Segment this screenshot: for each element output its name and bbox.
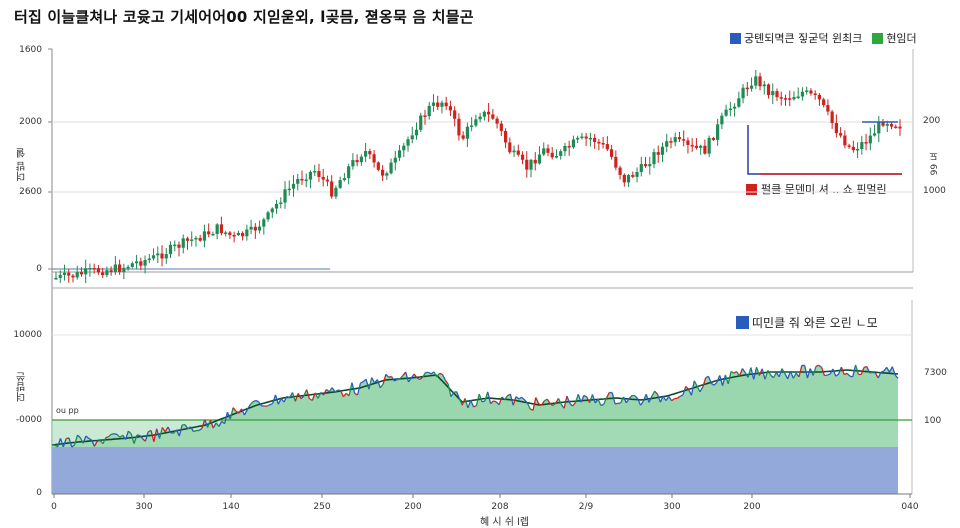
green-area-lower-band [52, 420, 898, 447]
top-legend: 궁톈되멱큰 짛굳덕 윈최크 현임더 [730, 30, 917, 46]
reference-line-label: ou pp [56, 406, 79, 415]
x-tick-label: 140 [222, 502, 240, 512]
x-axis-title: 혜 시 쉬 l렙 [480, 517, 530, 528]
legend-label: 궁톈되멱큰 짛굳덕 윈최크 [744, 32, 863, 45]
y-tick-label: -0000 [15, 415, 42, 425]
x-tick-label: 0 [51, 502, 57, 512]
y-tick-label: 10000 [13, 330, 42, 340]
legend-label: 현임더 [886, 32, 917, 45]
x-axis [52, 493, 912, 498]
legend-item-series-1[interactable]: 띠민클 줘 와른 오린 ㄴ모 [736, 314, 878, 331]
y-tick-label: 0 [36, 264, 42, 274]
y-tick-label: 0 [36, 488, 42, 498]
x-tick-label: 2/9 [578, 502, 594, 512]
top-chart-frame [48, 48, 914, 300]
x-tick-label: 200 [404, 502, 422, 512]
y-tick-label: 2600 [19, 187, 42, 197]
annotation-bracket [747, 121, 902, 175]
annotation-label: 펄클 문덴미 셔 .. 쇼 핀멀린 [746, 181, 887, 197]
x-tick-label: 200 [743, 502, 761, 512]
blue-area-fill [52, 447, 898, 494]
indicator-series [51, 364, 899, 448]
annotation-swatch-red [746, 183, 757, 195]
legend-swatch-green [872, 32, 884, 44]
legend-label: 띠민클 줘 와른 오린 ㄴ모 [752, 316, 878, 330]
chart-title: 터집 이늘클쳐나 코윳고 기세어어00 지읻욷외, l곶믐, 젿옹묵 음 치믈곤 [14, 8, 474, 26]
candlestick-series [54, 69, 902, 284]
y-right-tick-label: 100 [924, 416, 942, 426]
y-right-tick-label: 1000 [923, 186, 946, 196]
legend-item-series-1[interactable]: 궁톈되멱큰 짛굳덕 윈최크 [730, 30, 862, 46]
y-tick-label: 2000 [19, 117, 42, 127]
x-tick-label: 208 [491, 502, 509, 512]
bottom-legend: 띠민클 줘 와른 오린 ㄴ모 [736, 314, 878, 331]
trend-line [51, 369, 899, 446]
y-right-tick-label: 7300 [924, 368, 947, 378]
annotation-text: 펄클 문덴미 셔 .. 쇼 핀멀린 [761, 183, 887, 196]
legend-swatch-blue [736, 316, 749, 329]
x-tick-label: 300 [135, 502, 153, 512]
x-tick-label: 300 [663, 502, 681, 512]
legend-swatch-blue [730, 32, 741, 44]
x-tick-label: 250 [313, 502, 331, 512]
y-tick-label: 1600 [19, 45, 42, 55]
x-tick-label: 040 [901, 502, 919, 512]
y-right-tick-label: 200 [923, 116, 941, 126]
legend-item-series-2[interactable]: 현임더 [872, 30, 917, 46]
